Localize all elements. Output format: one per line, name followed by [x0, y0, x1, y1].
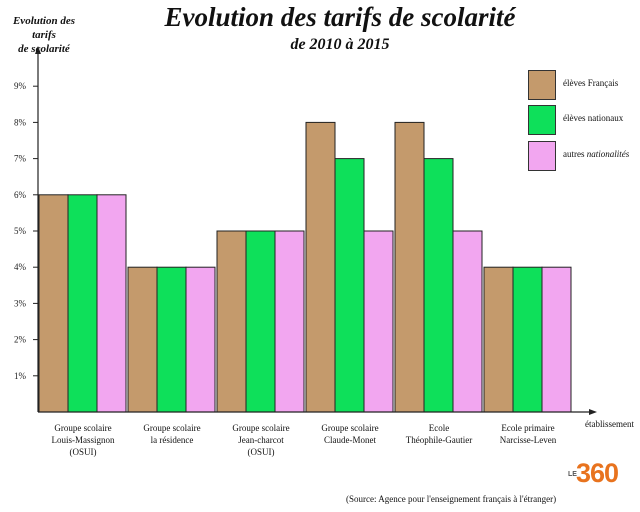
category-label-line: (OSUI): [247, 447, 275, 457]
y-tick-label: 6%: [14, 190, 27, 200]
category-label-line: Louis-Massignon: [51, 435, 115, 445]
legend-label-autres: autres nationalités: [563, 149, 629, 159]
y-tick-label: 9%: [14, 81, 27, 91]
y-tick-label: 7%: [14, 154, 27, 164]
logo-number: 360: [576, 458, 619, 488]
category-label-line: Groupe scolaire: [54, 423, 112, 433]
category-label-line: Jean-charcot: [238, 435, 284, 445]
y-axis-label-line1: Evolution des tarifs: [12, 15, 76, 41]
bar-nationaux: [423, 158, 454, 413]
y-tick-label: 2%: [14, 335, 27, 345]
legend-swatch-nationaux: [528, 105, 556, 135]
chart-title: Evolution des tarifs de scolarité: [164, 2, 516, 32]
bar-autres: [274, 230, 305, 413]
category-label-claude-monet: Groupe scolaire Claude-Monet: [306, 422, 394, 446]
y-axis-label-line2: de scolarité: [18, 43, 70, 55]
y-tick-label: 4%: [14, 262, 27, 272]
legend-label-francais: élèves Français: [563, 78, 619, 88]
bar-francais: [394, 121, 425, 413]
bar-francais: [127, 266, 158, 413]
legend-swatch-francais: [528, 70, 556, 100]
logo-prefix: LE: [568, 471, 577, 478]
bar-nationaux: [512, 266, 543, 413]
category-label-line: Groupe scolaire: [143, 423, 201, 433]
category-label-line: la résidence: [150, 435, 194, 445]
category-label-line: Narcisse-Leven: [499, 435, 557, 445]
bar-autres: [541, 266, 572, 413]
category-label-line: (OSUI): [69, 447, 97, 457]
y-axis-arrow: [35, 46, 41, 54]
category-label-line: Ecole: [428, 423, 450, 433]
y-axis-label: Evolution des tarifs de scolarité: [2, 14, 86, 56]
bar-nationaux: [334, 158, 365, 413]
bar-autres: [96, 194, 127, 413]
bar-francais: [305, 121, 336, 413]
bars-layer: [38, 121, 572, 413]
y-tick-label: 3%: [14, 298, 27, 308]
x-axis-arrow: [589, 409, 597, 415]
category-label-line: Théophile-Gautier: [405, 435, 473, 445]
category-label-theophile-gautier: Ecole Théophile-Gautier: [395, 422, 483, 446]
bar-francais: [38, 194, 69, 413]
category-label-line: Ecole primaire: [501, 423, 555, 433]
category-label-louis-massignon: Groupe scolaire Louis-Massignon (OSUI): [39, 422, 127, 458]
y-tick-label: 5%: [14, 226, 27, 236]
x-axis-label: établissement: [585, 419, 634, 429]
bar-nationaux: [245, 230, 276, 413]
y-tick-label: 1%: [14, 371, 27, 381]
chart-subtitle: de 2010 à 2015: [290, 36, 390, 53]
bar-autres: [363, 230, 394, 413]
category-label-jean-charcot: Groupe scolaire Jean-charcot (OSUI): [217, 422, 305, 458]
category-label-narcisse-leven: Ecole primaire Narcisse-Leven: [484, 422, 572, 446]
bar-nationaux: [67, 194, 98, 413]
bar-autres: [185, 266, 216, 413]
y-ticks-layer: 1% 2% 3% 4% 5% 6% 7% 8% 9%: [14, 81, 38, 381]
le360-logo: LE 360: [568, 458, 634, 490]
legend-label-autres-plain: autres: [563, 149, 587, 159]
bar-francais: [216, 230, 247, 413]
category-label-line: Claude-Monet: [324, 435, 376, 445]
legend-label-autres-italic: nationalités: [586, 149, 630, 159]
category-label-la-residence: Groupe scolaire la résidence: [128, 422, 216, 446]
legend-swatch-autres: [528, 141, 556, 171]
category-label-line: Groupe scolaire: [321, 423, 379, 433]
y-tick-label: 8%: [14, 117, 27, 127]
bar-autres: [452, 230, 483, 413]
bar-nationaux: [156, 266, 187, 413]
bar-francais: [483, 266, 514, 413]
source-note: (Source: Agence pour l'enseignement fran…: [346, 494, 557, 504]
legend-label-nationaux: élèves nationaux: [563, 113, 624, 123]
category-label-line: Groupe scolaire: [232, 423, 290, 433]
